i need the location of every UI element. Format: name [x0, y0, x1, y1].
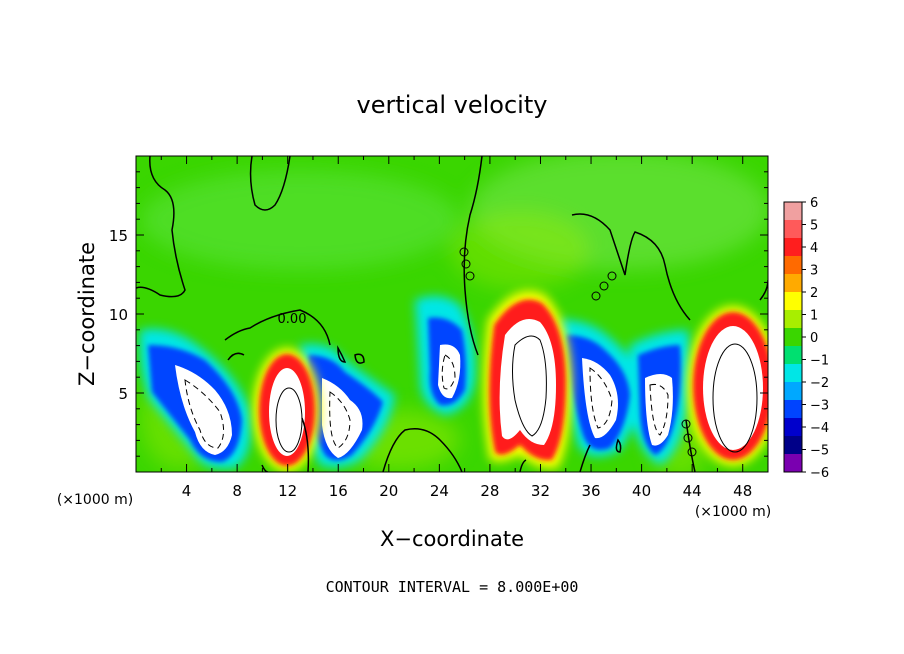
colorbar-band [784, 382, 802, 401]
colorbar-label: −2 [810, 376, 829, 391]
colorbar-label: −6 [810, 466, 829, 481]
colorbar-band [784, 454, 802, 473]
chart-title: vertical velocity [357, 91, 548, 119]
y-tick-label: 5 [118, 385, 128, 403]
x-tick-label: 28 [480, 482, 499, 500]
x-tick-label: 48 [733, 482, 752, 500]
x-axis: 4 8 12 16 20 24 28 32 36 40 44 48 [160, 156, 752, 500]
colorbar-label: 0 [810, 331, 818, 346]
colorbar: 6 5 4 3 2 1 0 −1 −2 −3 −4 −5 −6 [783, 196, 829, 481]
colorbar-band [784, 292, 802, 311]
colorbar-label: 2 [810, 286, 818, 301]
contour-interval-note: CONTOUR INTERVAL = 8.000E+00 [326, 578, 579, 596]
colorbar-band [784, 400, 802, 419]
colorbar-label: 3 [810, 264, 818, 279]
colorbar-label: −5 [810, 444, 829, 459]
downdraft-cells [139, 296, 691, 469]
x-tick-label: 40 [632, 482, 651, 500]
x-unit-left: (×1000 m) [57, 492, 133, 508]
x-tick-label: 36 [581, 482, 600, 500]
colorbar-label: −3 [810, 399, 829, 414]
updraft-cells [253, 290, 768, 472]
colorbar-band [784, 310, 802, 329]
colorbar-band [784, 238, 802, 257]
colorbar-label: 4 [810, 241, 818, 256]
colorbar-band [784, 274, 802, 293]
contour-label-group [459, 247, 697, 457]
y-tick-label: 15 [109, 227, 128, 245]
colorbar-band [784, 436, 802, 455]
colorbar-label: 1 [810, 309, 818, 324]
colorbar-label: −1 [810, 354, 829, 369]
x-tick-label: 20 [379, 482, 398, 500]
colorbar-band [784, 328, 802, 347]
contour-label: 0.00 [278, 312, 307, 327]
x-tick-label: 24 [430, 482, 449, 500]
x-axis-title: X−coordinate [380, 527, 524, 551]
x-tick-label: 12 [278, 482, 297, 500]
x-tick-label: 32 [531, 482, 550, 500]
colorbar-label: 5 [810, 219, 818, 234]
x-tick-label: 8 [232, 482, 242, 500]
x-tick-label: 44 [683, 482, 702, 500]
y-tick-label: 10 [109, 306, 128, 324]
colorbar-band [784, 202, 802, 221]
colorbar-band [784, 418, 802, 437]
y-axis-title: Z−coordinate [75, 242, 99, 386]
colorbar-band [784, 220, 802, 239]
x-unit-right: (×1000 m) [695, 504, 771, 520]
colorbar-label: 6 [810, 196, 818, 211]
x-tick-label: 4 [182, 482, 192, 500]
y-axis: 5 10 15 [109, 171, 768, 457]
x-tick-label: 16 [329, 482, 348, 500]
plot-area [136, 156, 768, 472]
colorbar-label: −4 [810, 421, 829, 436]
colorbar-band [784, 256, 802, 275]
colorbar-band [784, 364, 802, 383]
zero-contours [136, 156, 768, 472]
colorbar-band [784, 346, 802, 365]
